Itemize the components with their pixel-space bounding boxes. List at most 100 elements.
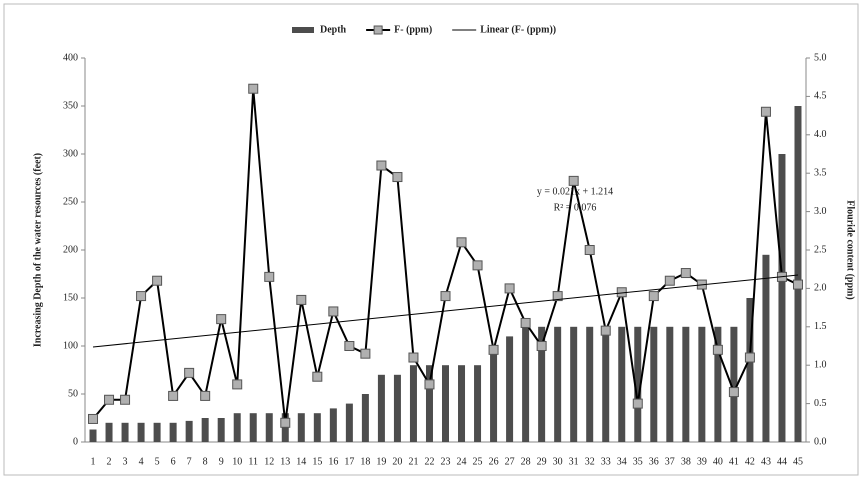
x-tick-label: 9 xyxy=(219,456,224,467)
x-tick-label: 24 xyxy=(457,456,467,467)
y2-tick-label: 3.5 xyxy=(814,167,827,178)
line-marker xyxy=(728,387,739,398)
bar xyxy=(650,326,658,442)
y2-tick-label: 1.0 xyxy=(814,359,827,370)
bar xyxy=(345,403,353,442)
y2-tick-label: 3.0 xyxy=(814,206,827,217)
x-tick-label: 14 xyxy=(296,456,306,467)
y-tick-label: 300 xyxy=(63,148,78,159)
bar xyxy=(490,346,498,442)
x-tick-label: 38 xyxy=(681,456,691,467)
x-tick-label: 34 xyxy=(617,456,627,467)
bar xyxy=(361,394,369,442)
bar xyxy=(762,254,770,442)
x-tick-label: 23 xyxy=(441,456,451,467)
line-marker xyxy=(344,341,355,351)
line-marker xyxy=(504,283,515,294)
y2-axis-title: Flouride content (ppm) xyxy=(845,200,856,299)
x-tick-label: 35 xyxy=(633,456,643,467)
x-tick-label: 19 xyxy=(376,456,386,467)
bar xyxy=(506,336,514,442)
x-tick-label: 4 xyxy=(139,456,144,467)
y2-tick-label: 2.5 xyxy=(814,244,827,255)
line-marker xyxy=(648,291,659,302)
bar xyxy=(217,418,225,442)
x-tick-label: 26 xyxy=(489,456,499,467)
y2-tick-label: 0.5 xyxy=(814,398,827,409)
bar xyxy=(137,422,145,442)
bar xyxy=(169,422,177,442)
x-tick-label: 37 xyxy=(665,456,675,467)
bar xyxy=(538,326,546,442)
line-marker xyxy=(632,398,643,409)
line-marker xyxy=(488,344,499,355)
x-tick-label: 29 xyxy=(537,456,547,467)
x-tick-label: 6 xyxy=(171,456,176,467)
line-marker xyxy=(184,367,195,378)
bar xyxy=(121,422,129,442)
line-marker xyxy=(88,413,99,424)
bar xyxy=(185,420,193,442)
bar xyxy=(602,326,610,442)
bar xyxy=(442,365,449,442)
bar xyxy=(153,422,161,442)
line-marker xyxy=(552,291,563,302)
bar xyxy=(233,413,241,442)
line-marker xyxy=(328,306,339,317)
x-tick-label: 45 xyxy=(793,456,803,467)
x-tick-label: 25 xyxy=(473,456,483,467)
legend-label: Depth xyxy=(320,24,347,35)
y-tick-label: 50 xyxy=(68,388,78,399)
line-marker xyxy=(680,268,691,279)
bar xyxy=(265,413,273,442)
x-tick-label: 15 xyxy=(312,456,322,467)
x-tick-label: 12 xyxy=(264,456,274,467)
x-tick-label: 11 xyxy=(248,456,258,467)
y2-tick-label: 5.0 xyxy=(814,52,827,63)
bar xyxy=(634,326,642,442)
bar xyxy=(666,326,674,442)
x-tick-label: 21 xyxy=(408,456,418,467)
x-tick-label: 17 xyxy=(344,456,354,467)
bar xyxy=(393,374,401,442)
y-tick-label: 350 xyxy=(63,100,78,111)
line-marker xyxy=(136,291,147,302)
x-tick-label: 2 xyxy=(107,456,112,467)
bar xyxy=(778,154,786,442)
x-tick-label: 30 xyxy=(553,456,563,467)
bar xyxy=(458,365,466,442)
line-marker xyxy=(440,291,451,302)
line-marker xyxy=(168,390,179,401)
y-tick-label: 100 xyxy=(63,340,78,351)
line-marker xyxy=(424,379,435,390)
bar xyxy=(297,413,305,442)
bar xyxy=(698,326,706,442)
trend-r2: R² = 0.076 xyxy=(554,202,597,213)
x-tick-label: 33 xyxy=(601,456,611,467)
line-marker xyxy=(520,317,531,328)
bar xyxy=(474,365,482,442)
y2-tick-label: 4.5 xyxy=(814,91,827,102)
line-marker xyxy=(360,348,371,359)
line-marker xyxy=(104,394,115,405)
x-tick-label: 5 xyxy=(155,456,160,467)
bar xyxy=(522,326,530,442)
bar xyxy=(201,418,209,442)
x-tick-label: 31 xyxy=(569,456,579,467)
line-marker xyxy=(392,172,403,183)
x-tick-label: 7 xyxy=(187,456,192,467)
x-tick-label: 41 xyxy=(729,456,739,467)
bar xyxy=(794,106,802,442)
x-tick-label: 22 xyxy=(424,456,434,467)
x-tick-label: 39 xyxy=(697,456,707,467)
y-tick-label: 0 xyxy=(73,436,78,447)
bar xyxy=(586,326,594,442)
x-tick-label: 20 xyxy=(392,456,402,467)
trend-equation: y = 0.021x + 1.214 xyxy=(537,186,613,197)
line-marker xyxy=(152,275,163,286)
legend-label: F- (ppm) xyxy=(394,24,432,35)
x-tick-label: 10 xyxy=(232,456,242,467)
bar xyxy=(105,422,113,442)
x-tick-label: 28 xyxy=(521,456,531,467)
